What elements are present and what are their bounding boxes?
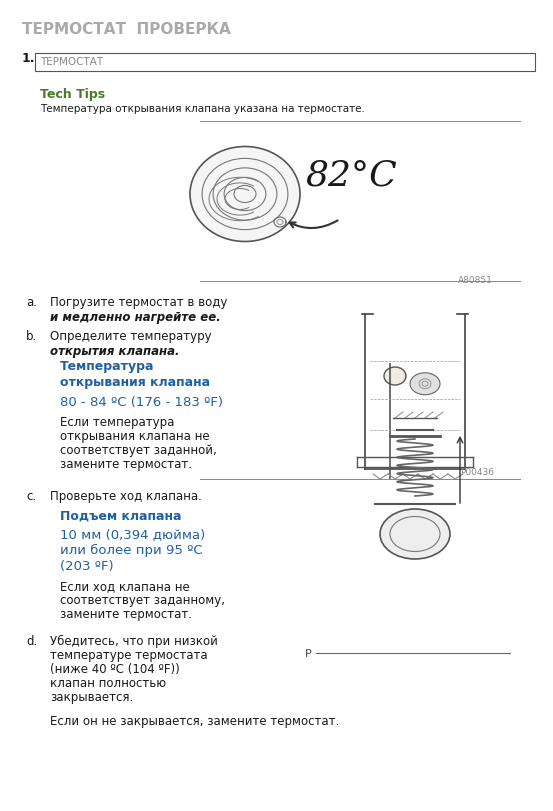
Text: (203 ºF): (203 ºF) <box>60 560 113 573</box>
Bar <box>35 54 535 72</box>
Text: открывания клапана не: открывания клапана не <box>60 430 210 443</box>
Text: 82°C: 82°C <box>305 158 397 191</box>
Text: Если он не закрывается, замените термостат.: Если он не закрывается, замените термост… <box>50 714 339 727</box>
Ellipse shape <box>384 367 406 385</box>
Text: Погрузите термостат в воду: Погрузите термостат в воду <box>50 296 227 309</box>
Text: Убедитесь, что при низкой: Убедитесь, что при низкой <box>50 634 218 647</box>
Text: c.: c. <box>26 489 36 502</box>
Text: соответствует заданному,: соответствует заданному, <box>60 594 225 607</box>
Text: замените термостат.: замените термостат. <box>60 457 192 470</box>
Text: Определите температуру: Определите температуру <box>50 329 212 342</box>
Text: закрывается.: закрывается. <box>50 690 133 703</box>
Text: Если температура: Если температура <box>60 415 174 428</box>
Text: Подъем клапана: Подъем клапана <box>60 509 181 522</box>
Text: A80851: A80851 <box>458 276 493 285</box>
Ellipse shape <box>410 373 440 395</box>
Text: d.: d. <box>26 634 37 647</box>
Text: Tech Tips: Tech Tips <box>40 88 105 101</box>
Text: a.: a. <box>26 296 37 309</box>
Text: Если ход клапана не: Если ход клапана не <box>60 579 190 592</box>
Text: клапан полностью: клапан полностью <box>50 676 166 689</box>
Ellipse shape <box>190 148 300 242</box>
Text: 80 - 84 ºC (176 - 183 ºF): 80 - 84 ºC (176 - 183 ºF) <box>60 396 223 409</box>
Ellipse shape <box>380 509 450 560</box>
Text: замените термостат.: замените термостат. <box>60 607 192 620</box>
Text: открытия клапана.: открытия клапана. <box>50 345 180 358</box>
Text: открывания клапана: открывания клапана <box>60 375 210 388</box>
Text: Температура открывания клапана указана на термостате.: Температура открывания клапана указана н… <box>40 104 365 114</box>
Text: соответствует заданной,: соответствует заданной, <box>60 444 217 457</box>
Text: 10 мм (0,394 дюйма): 10 мм (0,394 дюйма) <box>60 527 205 540</box>
Text: Проверьте ход клапана.: Проверьте ход клапана. <box>50 489 202 502</box>
Text: (ниже 40 ºC (104 ºF)): (ниже 40 ºC (104 ºF)) <box>50 663 180 676</box>
Text: ТЕРМОСТАТ  ПРОВЕРКА: ТЕРМОСТАТ ПРОВЕРКА <box>22 22 231 37</box>
Text: температуре термостата: температуре термостата <box>50 648 207 661</box>
Text: ТЕРМОСТАТ: ТЕРМОСТАТ <box>40 57 103 67</box>
Text: b.: b. <box>26 329 37 342</box>
Text: или более при 95 ºC: или более при 95 ºC <box>60 543 202 556</box>
Text: Температура: Температура <box>60 359 154 372</box>
Text: и медленно нагрейте ее.: и медленно нагрейте ее. <box>50 311 221 324</box>
Text: P: P <box>305 648 312 659</box>
Text: 1.: 1. <box>22 52 35 65</box>
Text: P00436: P00436 <box>460 467 494 476</box>
